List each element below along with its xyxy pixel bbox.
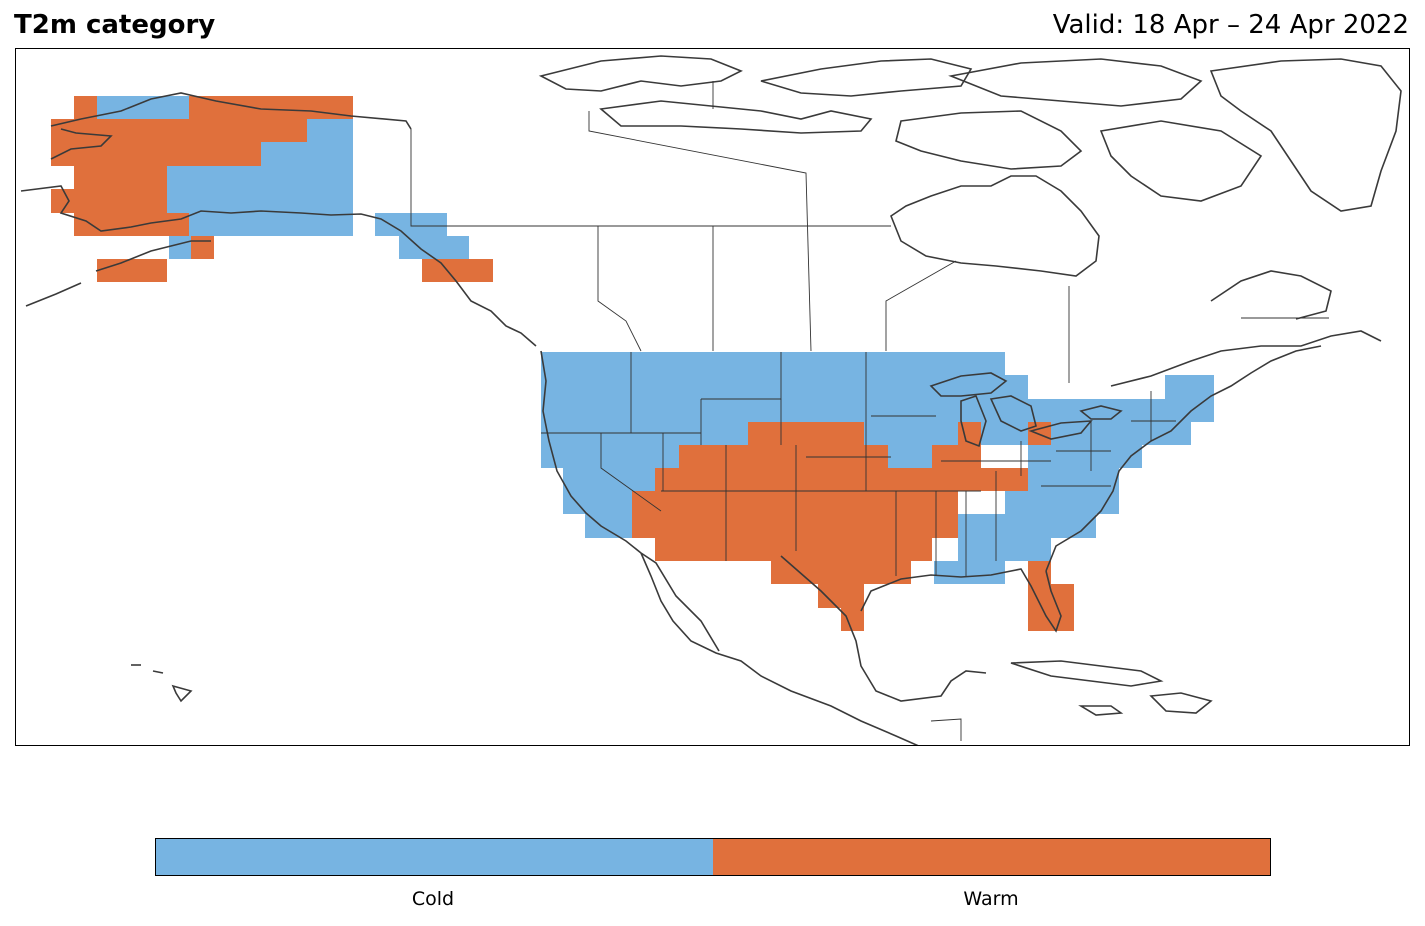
- colorbar: [155, 838, 1271, 876]
- colorbar-cold-swatch: [156, 839, 713, 875]
- coastlines: [20, 55, 1402, 745]
- cold-region: [97, 96, 1214, 584]
- map-panel: [15, 48, 1410, 746]
- legend-warm-label: Warm: [963, 888, 1019, 910]
- map-canvas: [20, 55, 1402, 745]
- map-title: T2m category: [14, 10, 216, 40]
- valid-date: Valid: 18 Apr – 24 Apr 2022: [1052, 10, 1409, 40]
- legend-cold-label: Cold: [411, 888, 455, 910]
- warm-region: [51, 96, 1074, 631]
- colorbar-warm-swatch: [713, 839, 1270, 875]
- borders: [410, 81, 1329, 741]
